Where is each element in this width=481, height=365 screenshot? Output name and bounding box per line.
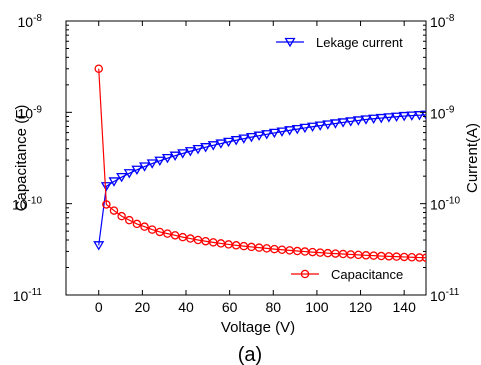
data-point-1 [276,127,288,137]
data-point-1 [299,123,311,134]
data-point-1 [307,122,319,133]
data-point-1 [360,115,372,125]
data-point-1 [329,119,341,129]
x-tick-label: 120 [349,299,373,315]
data-point-1 [337,118,349,128]
y-axis-label-left: Capacitance (F) [13,105,30,212]
data-point-2 [125,215,134,225]
data-point-2 [140,222,149,231]
plot-area [65,20,427,296]
data-point-2 [117,211,126,221]
data-point-1 [383,113,395,123]
y-tick-label-left: 10-8 [18,13,43,30]
data-point-1 [413,111,425,121]
data-point-2 [147,225,157,234]
data-point-1 [406,111,418,121]
data-point-1 [375,113,387,124]
data-point-1 [215,139,227,149]
y-tick-label-left: 10-10 [12,196,42,213]
data-point-1 [131,165,143,176]
data-point-2 [415,253,424,262]
x-tick-label: 80 [265,299,281,315]
legend: Lekage current Capacitance [276,35,403,282]
data-point-1 [345,117,357,127]
data-point-1 [223,137,235,148]
data-point-1 [108,177,120,187]
data-point-1 [230,136,242,146]
data-point-2 [94,64,103,74]
data-point-1 [100,182,112,192]
y-tick-label-right: 10-10 [430,196,460,213]
data-point-1 [245,132,257,143]
legend-label: Lekage current [316,35,403,50]
data-point-2 [102,200,111,209]
data-point-1 [314,121,326,131]
legend-marker [284,37,296,48]
y-tick-label-right: 10-9 [430,104,455,121]
x-tick-label: 40 [178,299,194,315]
data-point-1 [207,141,219,151]
data-point-1 [154,156,166,166]
x-axis-label: Voltage (V) [221,319,295,336]
data-point-2 [155,227,165,237]
x-tick-label: 0 [95,299,103,315]
data-point-1 [284,126,296,136]
data-point-1 [420,110,426,121]
data-point-1 [184,147,196,157]
data-point-1 [116,173,128,183]
data-point-1 [177,149,189,159]
data-point-2 [163,229,172,238]
x-tick-label: 60 [222,299,238,315]
series-line-1 [98,114,426,246]
legend-marker [300,269,310,279]
data-point-1 [123,169,135,179]
data-point-1 [192,145,204,155]
figure-caption: (a) [238,344,262,365]
data-point-1 [352,116,364,126]
data-point-1 [368,114,380,125]
data-point-1 [253,131,265,141]
y-tick-label-left: 10-9 [18,104,43,121]
x-tick-label: 20 [135,299,151,315]
series-layer [93,64,426,262]
data-point-2 [132,219,142,229]
plot-frame [65,20,427,296]
data-point-1 [169,151,181,161]
data-point-1 [322,120,334,130]
data-point-1 [391,112,403,122]
legend-label: Capacitance [331,267,403,282]
y-tick-label-left: 10-11 [13,287,43,304]
data-point-1 [146,159,158,169]
y-tick-label-right: 10-8 [430,13,455,30]
data-point-1 [200,143,212,153]
data-point-1 [238,134,250,144]
data-point-1 [261,130,273,140]
data-point-1 [268,128,280,139]
data-point-1 [398,111,410,122]
x-tick-label: 140 [393,299,417,315]
data-point-2 [186,234,195,243]
data-point-1 [291,124,303,135]
y-axis-label-right: Current(A) [464,123,481,193]
data-point-2 [178,232,187,242]
data-point-2 [170,231,180,240]
data-point-1 [139,162,151,172]
axes-layer: 0 20 40 60 80 100 120 140 10-11 10-11 10-10 10-10 10… [12,13,461,315]
x-tick-label: 100 [305,299,329,315]
data-point-2 [421,253,426,262]
data-point-1 [161,153,173,164]
data-point-1 [93,241,105,251]
y-tick-label-right: 10-11 [430,287,460,304]
data-point-2 [109,206,119,215]
